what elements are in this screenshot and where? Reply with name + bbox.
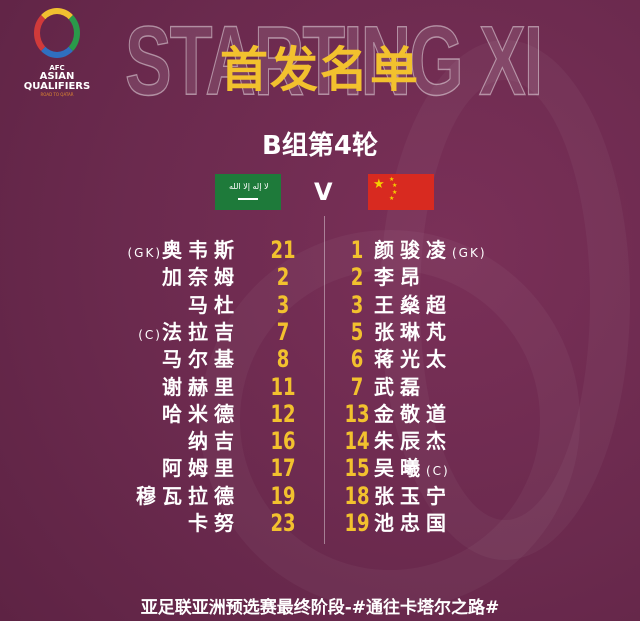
player-name-text: 马尔基 [162,347,240,372]
player-name-text: 蒋光太 [374,347,452,372]
background-outline-text: STARTING XI [124,6,543,116]
player-name: (GK)奥韦斯 [127,237,240,263]
player-name-text: 张玉宁 [374,483,452,508]
player-role-tag: (GK) [127,246,162,260]
player-number: 7 [350,372,364,401]
player-name-text: 张琳芃 [374,319,452,344]
afc-asian-qualifiers-logo: AFC ASIAN QUALIFIERS ROAD TO QATAR [22,8,92,97]
player-number: 14 [344,427,370,456]
player-name-text: 李昂 [374,265,426,290]
logo-text: ROAD TO QATAR [40,92,74,97]
player-name: 池忠国 [374,510,452,536]
player-name: 张玉宁 [374,483,452,509]
player-name-text: 阿姆里 [162,456,240,481]
player-number: 8 [276,345,290,374]
player-name-text: 武磊 [374,374,426,399]
player-role-tag: (C) [426,464,450,479]
player-number: 13 [344,399,370,428]
player-number: 17 [270,454,296,483]
player-name: 穆瓦拉德 [136,483,240,509]
versus-label: V [314,178,333,206]
player-name-text: 马杜 [188,292,240,317]
player-name-text: 奥韦斯 [162,238,240,262]
player-name: 吴曦(C) [374,455,450,481]
player-name-text: 颜骏凌 [374,238,452,262]
player-number: 12 [270,399,296,428]
player-role-tag: (C) [138,327,162,342]
lineup-divider [324,216,325,544]
player-name: 颜骏凌(GK) [374,237,487,263]
player-name: 谢赫里 [162,374,240,400]
player-number: 1 [350,236,364,264]
player-name: 王燊超 [374,292,452,318]
player-number: 19 [270,481,296,510]
player-number: 3 [276,290,290,319]
player-name: 武磊 [374,374,426,400]
player-name: 阿姆里 [162,455,240,481]
player-name: 蒋光太 [374,346,452,372]
player-number: 21 [270,236,296,264]
player-number: 2 [276,263,290,292]
player-name-text: 穆瓦拉德 [136,483,240,508]
china-flag-icon: ★ ★ ★ ★ ★ [368,174,434,210]
player-name: 加奈姆 [162,264,240,290]
player-name-text: 池忠国 [374,511,452,535]
player-number: 2 [350,263,364,292]
player-number: 23 [270,509,296,537]
round-label: B组第4轮 [262,131,378,161]
player-number: 18 [344,481,370,510]
saudi-arabia-flag-icon: ﻻ إله إلا الله [215,174,281,210]
player-name-text: 卡努 [188,511,240,535]
player-number: 3 [350,290,364,319]
player-name: 朱辰杰 [374,428,452,454]
player-number: 15 [344,454,370,483]
player-name: 纳吉 [188,428,240,454]
player-name-text: 加奈姆 [162,265,240,290]
player-name: 哈米德 [162,401,240,427]
player-name-text: 哈米德 [162,401,240,426]
logo-text: AFC [49,64,65,72]
player-name-text: 纳吉 [188,429,240,454]
page-title: 首发名单 [219,42,420,98]
player-number: 19 [344,509,370,537]
player-number: 5 [350,317,364,346]
player-number: 6 [350,345,364,374]
player-role-tag: (GK) [452,246,487,260]
player-name-text: 朱辰杰 [374,429,452,454]
player-name-text: 法拉吉 [162,319,240,344]
player-number: 11 [270,372,296,401]
footer-text: 亚足联亚洲预选赛最终阶段-#通往卡塔尔之路# [140,598,500,618]
player-name: 马尔基 [162,346,240,372]
logo-text: ASIAN [39,71,75,82]
player-name-text: 王燊超 [374,292,452,317]
player-name-text: 金敬道 [374,401,452,426]
player-name: 金敬道 [374,401,452,427]
logo-text: QUALIFIERS [23,81,91,92]
player-name-text: 谢赫里 [162,374,240,399]
player-name-text: 吴曦 [374,456,426,481]
player-name: 李昂 [374,264,426,290]
player-number: 16 [270,427,296,456]
player-name: 卡努 [188,510,240,536]
player-name: 张琳芃 [374,319,452,345]
player-number: 7 [276,317,290,346]
afc-logo-emblem-icon [34,8,80,58]
player-name: (C)法拉吉 [138,319,240,345]
player-name: 马杜 [188,292,240,318]
